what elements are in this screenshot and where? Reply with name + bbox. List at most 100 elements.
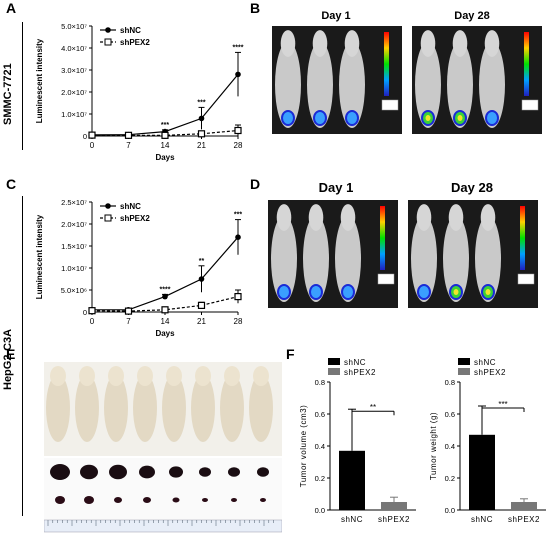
y-tick-label: 0.0 bbox=[315, 506, 325, 515]
row-label-bottom: HepG2-C3A bbox=[2, 328, 14, 390]
panel-e-tumor-photo bbox=[44, 362, 282, 533]
tumor-shNC-3 bbox=[109, 464, 127, 480]
panel-letter-a: A bbox=[6, 0, 17, 16]
legend-marker bbox=[104, 38, 112, 46]
mouse-photo-4 bbox=[133, 374, 157, 442]
chart-c: 0 5.0×10⁶ 1.0×10⁷ 1.5×10⁷ 2.0×10⁷ 2.5×10⁷ 0 7 14… bbox=[35, 198, 243, 338]
panel-d-day1-label: Day 1 bbox=[318, 180, 354, 195]
tumor-shPEX2-4 bbox=[143, 497, 151, 503]
bar-shNC bbox=[469, 434, 495, 510]
x-category-label: shPEX2 bbox=[378, 515, 410, 524]
mouse-head bbox=[452, 30, 468, 57]
mouse-day1-3 bbox=[335, 204, 361, 302]
x-tick-label: 0 bbox=[90, 141, 95, 150]
tumor-signal-day1-2-mid bbox=[315, 112, 325, 124]
tumor-signal-day28-2-core bbox=[453, 289, 459, 295]
row-divider-bottom bbox=[22, 196, 23, 516]
y-tick-label: 5.0×10⁷ bbox=[61, 22, 87, 31]
bar-shPEX2 bbox=[511, 502, 537, 510]
data-point-shPEX2 bbox=[124, 307, 133, 315]
y-tick-label: 0 bbox=[83, 132, 87, 141]
data-point-shNC bbox=[235, 234, 241, 240]
mouse-body bbox=[307, 41, 333, 128]
mouse-head bbox=[448, 204, 464, 231]
tumor-shNC-6 bbox=[199, 467, 211, 477]
significance-label: *** bbox=[161, 122, 169, 129]
mouse-body bbox=[411, 215, 437, 302]
y-tick-label: 1.0×10⁷ bbox=[61, 110, 87, 119]
data-point-shPEX2 bbox=[161, 306, 169, 314]
color-scale-bar bbox=[380, 206, 385, 270]
x-tick-label: 7 bbox=[126, 141, 131, 150]
mouse-body bbox=[275, 41, 301, 128]
bar-shNC bbox=[339, 450, 365, 510]
mouse-head bbox=[312, 30, 328, 57]
significance-label: *** bbox=[197, 99, 205, 106]
mouse-body bbox=[303, 215, 329, 302]
mouse-body bbox=[475, 215, 501, 302]
y-tick-label: 0.0 bbox=[445, 506, 455, 515]
y-tick-label: 0.2 bbox=[315, 474, 325, 483]
legend-label: shPEX2 bbox=[120, 214, 150, 223]
significance-label: **** bbox=[233, 44, 244, 51]
x-axis-label: Days bbox=[155, 153, 175, 162]
panel-d-imaging bbox=[268, 200, 538, 308]
data-point-shPEX2 bbox=[197, 301, 206, 310]
mouse-day1-1 bbox=[275, 30, 301, 128]
data-point-shPEX2 bbox=[161, 131, 169, 139]
panel-letter-d: D bbox=[250, 176, 261, 192]
mouse-head bbox=[480, 204, 496, 231]
mouse-photo-5 bbox=[162, 374, 186, 442]
legend-swatch bbox=[458, 358, 470, 365]
significance-label: *** bbox=[234, 212, 242, 219]
mouse-head bbox=[484, 30, 500, 57]
mouse-head bbox=[340, 204, 356, 231]
scale-info-box bbox=[521, 99, 539, 111]
mouse-photo-head-1 bbox=[50, 366, 66, 386]
scale-info-box bbox=[377, 273, 395, 285]
panel-letter-c: C bbox=[6, 176, 17, 192]
mouse-day1-2 bbox=[307, 30, 333, 128]
mouse-head bbox=[280, 30, 296, 57]
data-point-shPEX2 bbox=[124, 131, 133, 139]
series-line-shPEX2 bbox=[91, 296, 239, 312]
legend-swatch bbox=[328, 358, 340, 365]
panel-letter-e: E bbox=[6, 346, 16, 362]
legend-marker bbox=[105, 27, 111, 33]
mouse-photo-7 bbox=[220, 374, 244, 442]
scale-info-box bbox=[381, 99, 399, 111]
series-line-shPEX2 bbox=[91, 129, 239, 136]
y-axis-label: Luminescent intensity bbox=[35, 38, 44, 123]
tumor-signal-day1-3-mid bbox=[343, 286, 353, 298]
mouse-day1-2 bbox=[303, 204, 329, 302]
scale-info-box bbox=[517, 273, 535, 285]
row-label-top: SMMC-7721 bbox=[2, 63, 14, 125]
data-point-shPEX2 bbox=[88, 131, 96, 139]
row-divider-top bbox=[22, 22, 23, 150]
y-tick-label: 2.0×10⁷ bbox=[61, 88, 87, 97]
tumor-shPEX2-5 bbox=[172, 497, 180, 503]
mouse-body bbox=[447, 41, 473, 128]
mouse-head bbox=[416, 204, 432, 231]
y-tick-label: 1.5×10⁷ bbox=[61, 242, 87, 251]
y-axis-label: Luminescent intensity bbox=[35, 214, 44, 299]
x-tick-label: 21 bbox=[197, 317, 206, 326]
mouse-photo-3 bbox=[104, 374, 128, 442]
tumor-shPEX2-6 bbox=[202, 498, 208, 502]
x-tick-label: 7 bbox=[126, 317, 131, 326]
x-tick-label: 28 bbox=[234, 141, 243, 150]
mouse-photo-head-2 bbox=[79, 366, 95, 386]
tumor-shPEX2-3 bbox=[114, 497, 122, 503]
y-tick-label: 0.4 bbox=[445, 442, 455, 451]
panel-letter-b: B bbox=[250, 0, 261, 16]
x-category-label: shNC bbox=[341, 515, 363, 524]
tumor-shNC-4 bbox=[139, 465, 155, 479]
tumor-signal-day1-1-mid bbox=[283, 112, 293, 124]
data-point-shPEX2 bbox=[234, 292, 242, 301]
mouse-head bbox=[420, 30, 436, 57]
mouse-photo-6 bbox=[191, 374, 215, 442]
y-tick-label: 0.4 bbox=[315, 442, 325, 451]
tumor-photo-background bbox=[44, 458, 282, 520]
x-category-label: shNC bbox=[471, 515, 493, 524]
